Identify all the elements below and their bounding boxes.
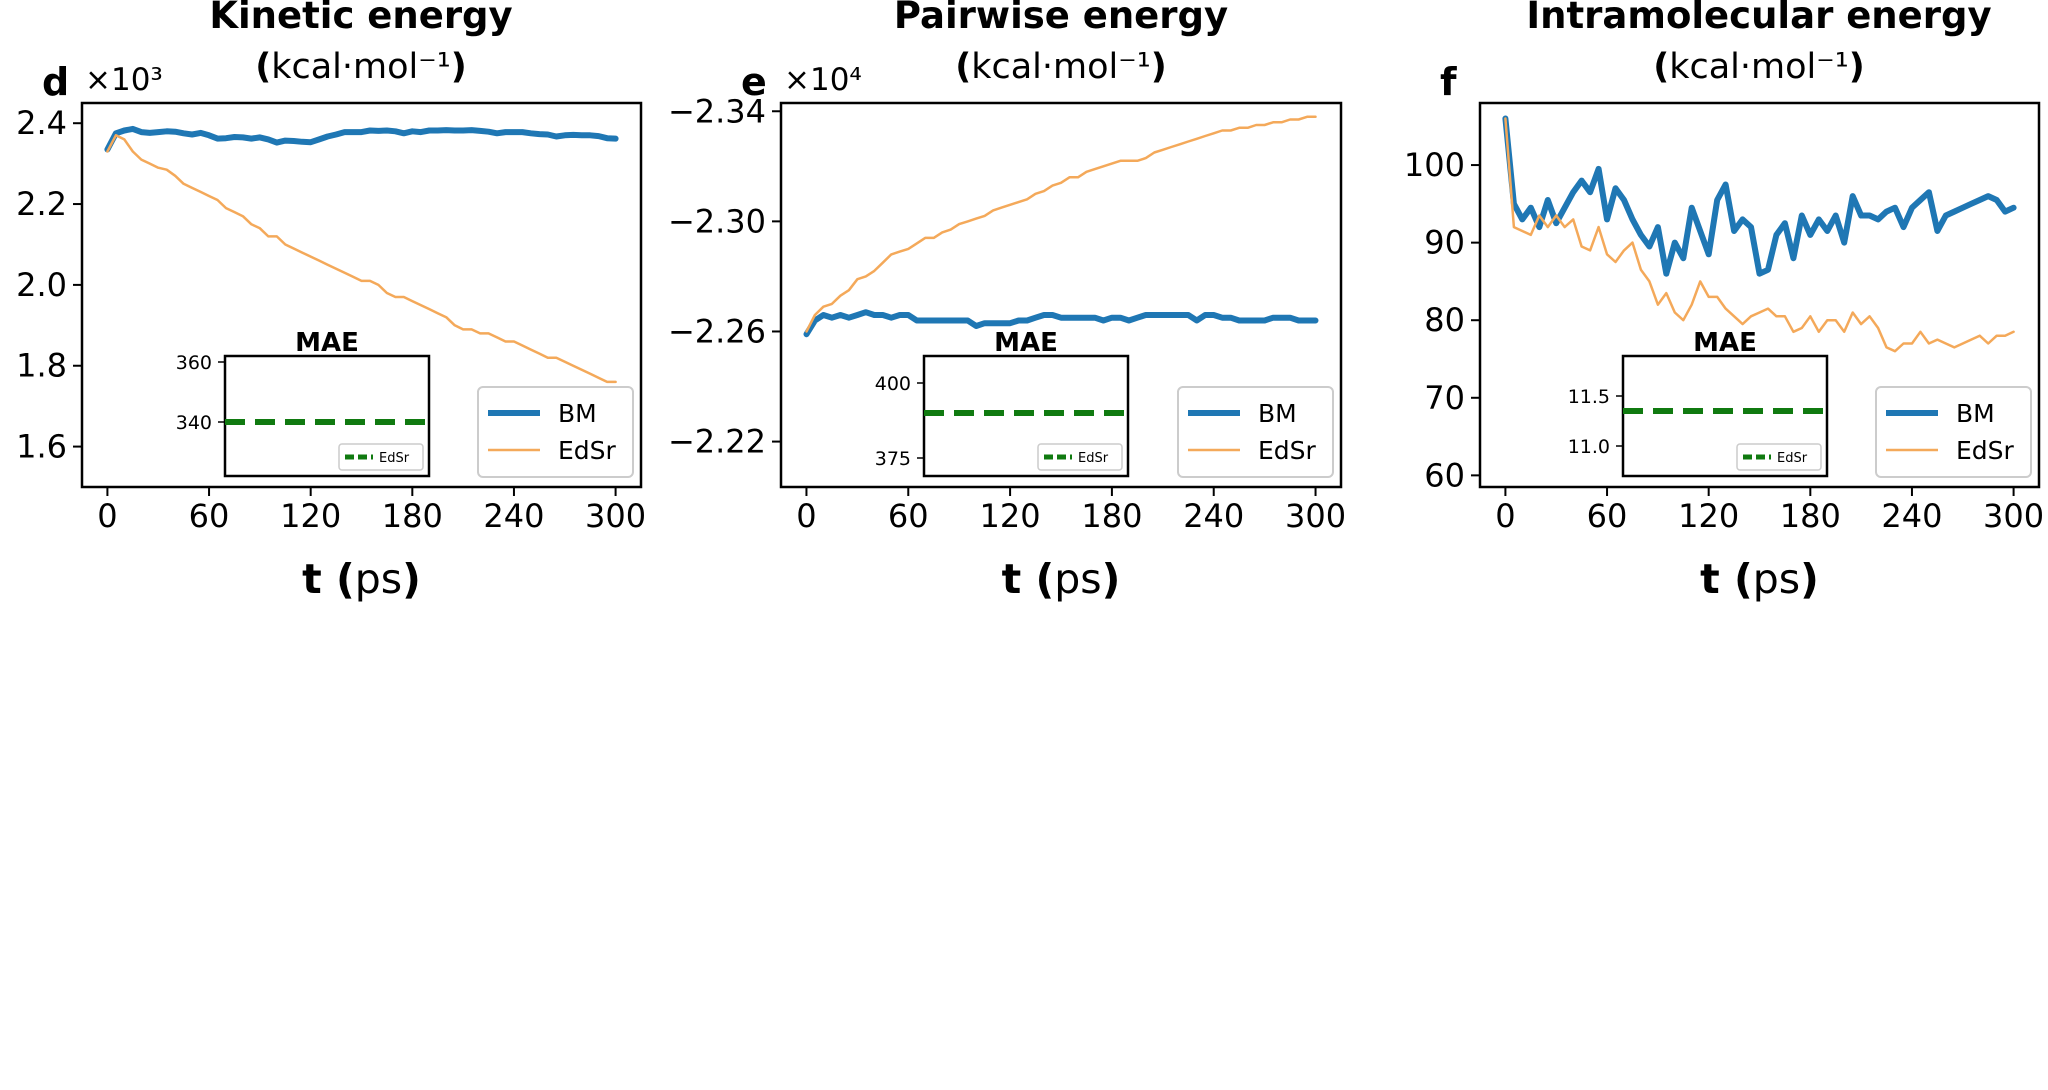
legend-label-bm: BM (1258, 399, 1297, 428)
panel-d: Kinetic energy (kcal·mol⁻¹) d ×10³ 0 60 120 180… (16, 0, 646, 603)
inset-legend-box (338, 443, 424, 471)
x-tick-label: 240 (1183, 497, 1244, 535)
legend-box (1875, 386, 2032, 478)
legend-box (1177, 386, 1334, 478)
axis-offset-label: ×10³ (85, 62, 163, 98)
y-tick-label: 2.0 (16, 266, 67, 304)
panel-unit-label: (kcal·mol⁻¹) (1653, 47, 1865, 87)
panel-title: Pairwise energy (894, 0, 1228, 37)
series-line-bm (104, 125, 619, 153)
legend-label-edsr: EdSr (1956, 436, 2015, 465)
panel-title: Intramolecular energy (1526, 0, 1991, 37)
inset-y-tick-label: 340 (176, 412, 212, 434)
x-tick-label: 0 (1495, 497, 1515, 535)
inset-legend-box (1736, 443, 1822, 471)
series-line-bm (1502, 115, 2017, 277)
y-tick-label: 2.4 (16, 104, 67, 142)
plot-frame (779, 101, 1343, 489)
x-tick-label: 60 (888, 497, 929, 535)
inset-mae: MAE 340 360 EdSr (176, 328, 431, 478)
plot-frame (1478, 101, 2041, 489)
inset-title: MAE (994, 328, 1058, 358)
y-tick-label: −2.30 (668, 202, 766, 240)
x-tick-label: 180 (1081, 497, 1142, 535)
y-tick-label: 1.8 (16, 347, 67, 385)
inset-y-tick-label: 375 (875, 448, 911, 470)
panel-letter: f (1440, 60, 1457, 104)
y-tick-label: 100 (1404, 146, 1465, 184)
x-tick-label: 240 (1881, 497, 1942, 535)
panel-f: Intramolecular energy (kcal·mol⁻¹) f 0 60 120… (1404, 0, 2044, 603)
x-tick-label: 60 (189, 497, 230, 535)
inset-legend-label: EdSr (1777, 451, 1808, 466)
x-tick-label: 120 (980, 497, 1041, 535)
y-tick-label: 70 (1424, 379, 1465, 417)
inset-legend-box (1037, 443, 1123, 471)
panel-unit-label: (kcal·mol⁻¹) (255, 47, 467, 87)
inset-legend-label: EdSr (379, 451, 410, 466)
x-tick-label: 0 (796, 497, 816, 535)
x-tick-label: 180 (1780, 497, 1841, 535)
legend-box (477, 386, 634, 478)
y-tick-label: −2.34 (668, 92, 766, 130)
y-tick-label: 2.2 (16, 185, 67, 223)
x-tick-label: 0 (97, 497, 117, 535)
y-tick-label: −2.22 (668, 423, 766, 461)
series-line-edsr (1504, 117, 2015, 353)
inset-y-tick-label: 360 (176, 352, 212, 374)
legend-label-edsr: EdSr (558, 436, 617, 465)
legend: BM EdSr (1177, 386, 1334, 478)
inset-mae: MAE 375 400 EdSr (875, 328, 1130, 478)
x-tick-label: 240 (483, 497, 544, 535)
y-tick-label: 1.6 (16, 428, 67, 466)
inset-y-tick-label: 400 (875, 373, 911, 395)
x-axis-label: t (ps) (1700, 555, 1819, 603)
x-tick-label: 300 (1285, 497, 1346, 535)
series-line-edsr (106, 134, 617, 384)
series-line-bm (803, 309, 1319, 338)
legend-label-edsr: EdSr (1258, 436, 1317, 465)
inset-y-tick-label: 11.0 (1568, 436, 1610, 458)
x-tick-label: 180 (382, 497, 443, 535)
legend: BM EdSr (1875, 386, 2032, 478)
inset-title: MAE (1693, 328, 1757, 358)
y-tick-label: 80 (1424, 301, 1465, 339)
y-tick-label: 60 (1424, 456, 1465, 494)
y-tick-label: 90 (1424, 224, 1465, 262)
legend-label-bm: BM (1956, 399, 1995, 428)
inset-title: MAE (295, 328, 359, 358)
x-tick-label: 300 (585, 497, 646, 535)
legend: BM EdSr (477, 386, 634, 478)
series-line-edsr (805, 115, 1317, 333)
axis-offset-label: ×10⁴ (784, 62, 862, 98)
x-axis-label: t (ps) (1002, 555, 1121, 603)
panel-e: Pairwise energy (kcal·mol⁻¹) e ×10⁴ 0 60 120 18… (668, 0, 1346, 603)
x-tick-label: 60 (1587, 497, 1628, 535)
inset-mae: MAE 11.0 11.5 EdSr (1568, 328, 1829, 478)
legend-label-bm: BM (558, 399, 597, 428)
plot-frame (80, 101, 643, 489)
x-tick-label: 120 (280, 497, 341, 535)
x-tick-label: 300 (1983, 497, 2044, 535)
inset-legend-label: EdSr (1078, 451, 1109, 466)
panel-letter: e (741, 60, 767, 104)
panel-title: Kinetic energy (209, 0, 512, 37)
panel-letter: d (42, 60, 69, 104)
y-tick-label: −2.26 (668, 312, 766, 350)
panel-unit-label: (kcal·mol⁻¹) (955, 47, 1167, 87)
x-axis-label: t (ps) (302, 555, 421, 603)
x-tick-label: 120 (1678, 497, 1739, 535)
inset-y-tick-label: 11.5 (1568, 386, 1610, 408)
